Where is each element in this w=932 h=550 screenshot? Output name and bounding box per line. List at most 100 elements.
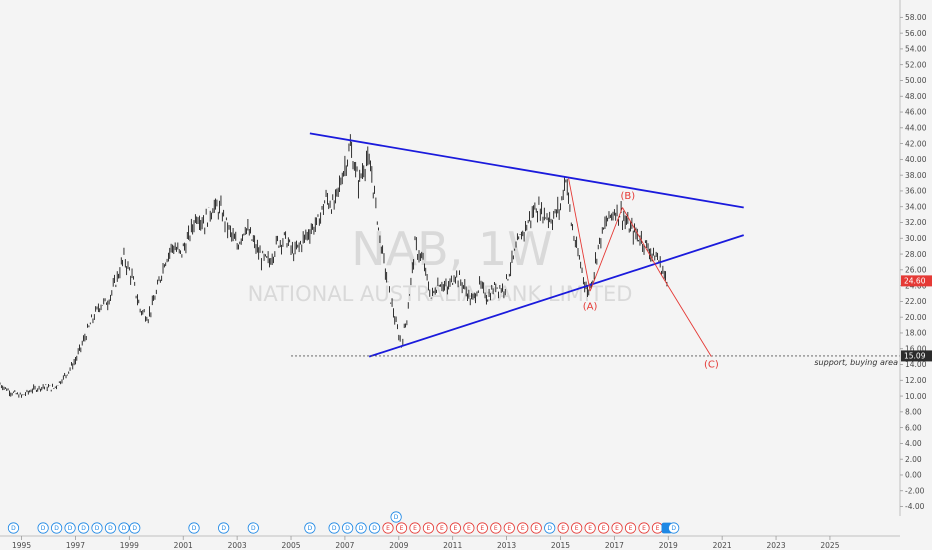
y-tick-label: 38.00 (905, 171, 927, 180)
dividend-event-marker[interactable] (104, 522, 117, 534)
y-tick-label: 8.00 (905, 408, 922, 417)
earnings-event-marker[interactable] (436, 522, 448, 534)
wave-line[interactable] (568, 178, 591, 292)
dividend-event-marker[interactable] (7, 522, 20, 534)
wave-line[interactable] (659, 272, 712, 357)
y-tick-label: 26.00 (905, 266, 927, 275)
x-tick-label: 1997 (66, 541, 85, 550)
x-tick-label: 2021 (713, 541, 732, 550)
y-tick-label: 12.00 (905, 376, 927, 385)
earnings-event-label: E (561, 525, 565, 532)
dividend-event-marker[interactable] (355, 522, 367, 534)
y-tick-label: 20.00 (905, 313, 927, 322)
y-axis-panel (900, 0, 932, 550)
x-tick-label: 2025 (820, 541, 839, 550)
y-axis[interactable]: -4.00 -2.00 0.00 2.00 4.00 6.00 8.00 10.00 12.00… (899, 0, 932, 550)
earnings-event-label: E (467, 525, 471, 532)
earnings-event-label: E (507, 525, 511, 532)
dividend-event-label: D (372, 525, 377, 532)
dividend-event-marker[interactable] (668, 522, 680, 534)
earnings-event-marker[interactable] (597, 522, 610, 534)
dividend-event-marker[interactable] (77, 522, 90, 534)
dividend-event-label: D (221, 525, 226, 532)
earnings-event-marker[interactable] (571, 522, 583, 534)
events-row[interactable]: D D D D D D D D D D D D D D D D D E E E E E E E E E E E E D E E E E E E E E DD (7, 511, 680, 534)
dividend-event-label: D (122, 525, 127, 532)
y-tick-label: 0.00 (905, 471, 922, 480)
current-price-tag[interactable] (901, 275, 932, 287)
dividend-event-label: D (345, 525, 350, 532)
dividend-event-marker[interactable] (328, 522, 340, 534)
dividend-event-marker[interactable] (368, 522, 381, 534)
earnings-event-label: E (494, 525, 498, 532)
lower-trendline[interactable] (368, 234, 744, 358)
dividend-event-marker[interactable] (304, 522, 316, 534)
y-tick-label: 44.00 (905, 124, 927, 133)
dividend-event-label: D (192, 525, 197, 532)
earnings-event-marker[interactable] (557, 522, 569, 534)
wave-line[interactable] (589, 207, 623, 292)
wave-line[interactable] (622, 207, 661, 274)
earnings-event-marker[interactable] (611, 522, 623, 534)
earnings-event-marker[interactable] (530, 522, 542, 534)
earnings-event-marker[interactable] (503, 522, 515, 534)
dividend-event-marker[interactable] (342, 522, 354, 534)
y-tick-label: 10.00 (905, 392, 927, 401)
dividend-event-marker[interactable] (544, 522, 556, 534)
x-tick-label: 2001 (174, 541, 193, 550)
dividend-event-label: D (359, 525, 364, 532)
earnings-event-marker[interactable] (476, 522, 488, 534)
x-tick-label: 2011 (443, 541, 462, 550)
earnings-event-marker[interactable] (624, 522, 637, 534)
y-tick-label: 14.00 (905, 360, 927, 369)
earnings-event-marker[interactable] (382, 522, 394, 534)
y-tick-label: 48.00 (905, 92, 927, 101)
y-tick-label: 6.00 (905, 423, 922, 432)
earnings-event-marker[interactable] (395, 522, 408, 534)
y-tick-label: 34.00 (905, 202, 927, 211)
earnings-event-label: E (575, 525, 579, 532)
wave-label: (C) (704, 360, 719, 371)
earnings-event-marker[interactable] (517, 522, 529, 534)
dividend-event-label: D (132, 525, 137, 532)
x-tick-label: 2017 (605, 541, 624, 550)
dividend-event-label: D (11, 525, 16, 532)
watermark-symbol: NAB, 1W (351, 222, 552, 276)
drawings-layer[interactable]: support, buying area (A) (B) (C) (291, 132, 900, 371)
dividend-event-marker[interactable] (218, 522, 230, 534)
y-tick-label: 30.00 (905, 234, 927, 243)
earnings-event-marker[interactable] (638, 522, 650, 534)
dividend-event-marker[interactable] (91, 522, 103, 534)
dividend-event-marker[interactable] (129, 522, 141, 534)
x-tick-label: 2015 (551, 541, 570, 550)
y-tick-label: 52.00 (905, 60, 927, 69)
y-tick-label: 28.00 (905, 250, 927, 259)
earnings-event-marker[interactable] (584, 522, 596, 534)
earnings-event-label: E (480, 525, 484, 532)
support-note: support, buying area (814, 358, 898, 367)
earnings-event-marker[interactable] (409, 522, 421, 534)
earnings-event-label: E (588, 525, 592, 532)
dividend-event-marker[interactable] (188, 522, 200, 534)
earnings-event-marker[interactable] (490, 522, 502, 534)
x-tick-label: 2013 (497, 541, 516, 550)
dividend-event-marker[interactable] (50, 522, 63, 534)
x-axis[interactable]: 1995 1997 1999 2001 2003 2005 2007 2009 2011 2013… (0, 535, 900, 550)
earnings-event-label: E (602, 525, 606, 532)
earnings-event-marker[interactable] (422, 522, 435, 534)
support-price-tag[interactable] (901, 350, 932, 362)
dividend-event-marker[interactable] (64, 522, 76, 534)
dividend-event-label: D (671, 525, 676, 532)
dividend-event-marker[interactable] (247, 522, 259, 534)
earnings-event-marker[interactable] (463, 522, 475, 534)
earnings-event-marker[interactable] (449, 522, 461, 534)
upper-trendline[interactable] (309, 132, 744, 209)
dividend-event-marker[interactable] (37, 522, 49, 534)
dividend-event-label: D (332, 525, 337, 532)
dividend-event-marker[interactable] (390, 511, 402, 523)
y-tick-label: 46.00 (905, 108, 927, 117)
earnings-event-label: E (521, 525, 525, 532)
x-tick-label: 2023 (767, 541, 786, 550)
dividend-event-label: D (547, 525, 552, 532)
